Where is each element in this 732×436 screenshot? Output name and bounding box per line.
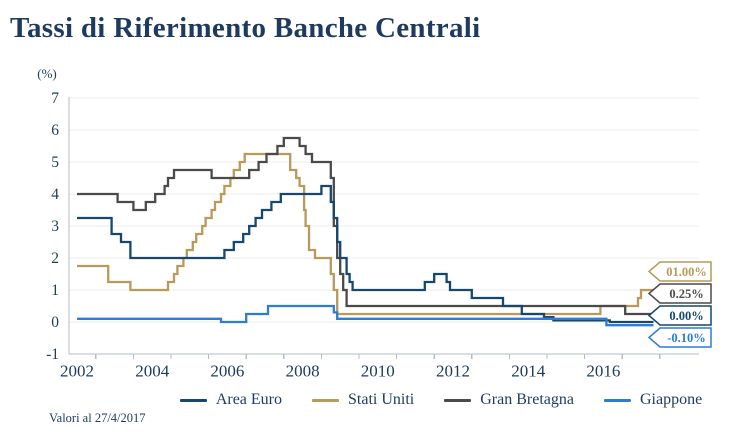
end-value-label: -0.10%: [667, 331, 706, 345]
x-axis-tick-label: 2002: [60, 362, 94, 381]
y-axis-tick-label: 2: [51, 250, 59, 267]
footnote: Valori al 27/4/2017: [49, 411, 146, 425]
x-axis-tick-label: 2008: [286, 362, 320, 381]
y-axis-tick-label: 0: [51, 314, 59, 331]
series-line-giappone: [77, 304, 654, 327]
legend-label-area-euro: Area Euro: [215, 391, 282, 408]
legend-swatch-giappone: [603, 398, 631, 402]
end-value-flag: [647, 327, 712, 348]
end-value-label: 0.25%: [669, 287, 703, 301]
legend-label-stati-uniti: Stati Uniti: [348, 391, 415, 408]
y-axis-tick-label: 5: [51, 154, 59, 171]
series-line-area-euro: [77, 184, 654, 324]
end-value-flag: [647, 261, 712, 282]
end-value-label: 0.00%: [669, 309, 703, 323]
end-value-flag: [647, 283, 712, 304]
legend-item-giappone: Giappone: [603, 391, 703, 409]
legend-item-stati-uniti: Stati Uniti: [312, 391, 414, 409]
x-axis-tick-label: 2016: [586, 362, 620, 381]
series-line-gran-bretagna: [77, 136, 654, 316]
y-axis-tick-label: 6: [51, 122, 59, 139]
end-value-flag: [647, 305, 712, 326]
y-axis-unit-label: (%): [37, 66, 57, 81]
x-axis-tick-label: 2004: [135, 362, 170, 381]
end-value-label: 01.00%: [666, 265, 707, 279]
legend-swatch-gran-bretagna: [444, 398, 472, 402]
y-axis-tick-label: 1: [51, 282, 59, 299]
legend-swatch-stati-uniti: [312, 398, 339, 402]
y-axis-tick-label: 3: [51, 218, 59, 235]
x-axis-tick-label: 2006: [210, 362, 244, 381]
page-title: Tassi di Riferimento Banche Centrali: [10, 12, 481, 44]
y-axis-tick-label: 4: [51, 186, 59, 203]
y-axis-tick-label: -1: [46, 346, 59, 363]
x-axis-tick-label: 2014: [511, 362, 546, 381]
legend-label-gran-bretagna: Gran Bretagna: [480, 391, 574, 408]
chart-legend: Area Euro Stati Uniti Gran Bretagna Giap…: [0, 391, 732, 409]
y-axis-tick-label: 7: [51, 90, 59, 107]
x-axis-tick-label: 2010: [361, 362, 395, 381]
legend-item-area-euro: Area Euro: [179, 391, 282, 409]
legend-swatch-area-euro: [179, 398, 207, 402]
legend-item-gran-bretagna: Gran Bretagna: [444, 391, 574, 409]
legend-label-giappone: Giappone: [639, 391, 703, 408]
x-axis-tick-label: 2012: [436, 362, 470, 381]
